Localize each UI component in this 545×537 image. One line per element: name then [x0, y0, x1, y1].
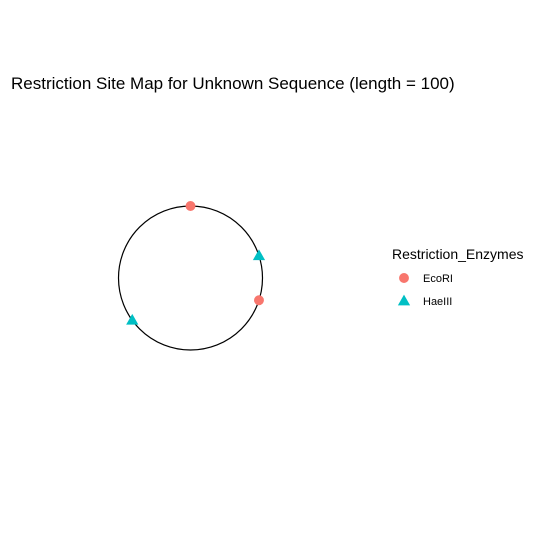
- legend-items: EcoRI HaeIII: [397, 273, 453, 308]
- legend: Restriction_Enzymes EcoRI HaeIII: [392, 246, 524, 308]
- legend-title: Restriction_Enzymes: [392, 246, 524, 262]
- legend-key-haeiii: [397, 294, 411, 306]
- chart-title: Restriction Site Map for Unknown Sequenc…: [11, 74, 455, 93]
- legend-label-haeiii: HaeIII: [423, 296, 452, 308]
- legend-label-ecori: EcoRI: [423, 273, 453, 285]
- site-marker-haeiii-0: [252, 249, 266, 261]
- site-marker-ecori-0: [185, 201, 196, 211]
- site-marker-haeiii-1: [126, 313, 139, 325]
- site-markers: [126, 201, 266, 325]
- site-marker-ecori-1: [254, 295, 264, 306]
- legend-key-ecori: [399, 273, 409, 283]
